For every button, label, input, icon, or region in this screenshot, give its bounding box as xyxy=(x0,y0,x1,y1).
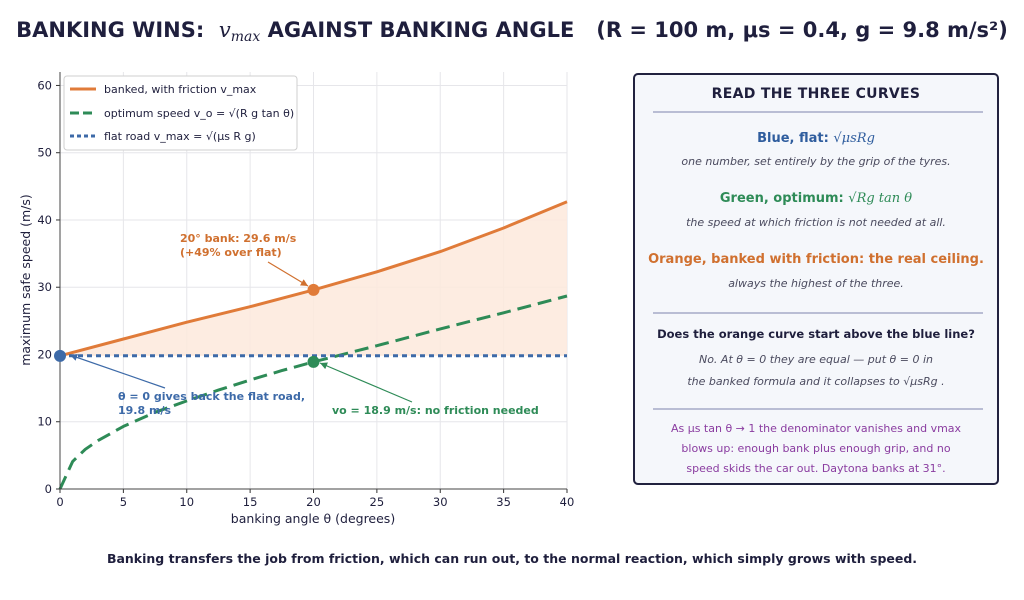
y-tick-label: 30 xyxy=(37,280,52,294)
orange-subtext: always the highest of the three. xyxy=(728,277,904,290)
blue-heading-text: Blue, flat: xyxy=(757,131,829,146)
annotation-orange: 20° bank: 29.6 m/s (+49% over flat) xyxy=(180,232,300,259)
data-marker-0 xyxy=(307,283,320,296)
x-tick-label: 5 xyxy=(120,495,127,509)
legend-label-orange: banked, with friction v_max xyxy=(104,83,257,96)
blue-heading: Blue, flat: √μsRg xyxy=(635,131,997,146)
x-tick-label: 40 xyxy=(560,495,575,509)
panel-answer-line-1: No. At θ = 0 they are equal — put θ = 0 … xyxy=(698,353,934,366)
panel-note-line-1: As μs tan θ → 1 the denominator vanishes… xyxy=(670,422,962,435)
green-subtext: the speed at which friction is not neede… xyxy=(686,216,946,229)
title-prefix: BANKING WINS: xyxy=(16,18,205,42)
annotations: 20° bank: 29.6 m/s (+49% over flat) θ = … xyxy=(69,232,539,417)
annotation-orange-line-1: 20° bank: 29.6 m/s xyxy=(180,232,297,245)
annotation-blue-line-1: θ = 0 gives back the flat road, xyxy=(118,390,305,403)
annotation-orange-line-2: (+49% over flat) xyxy=(180,246,282,259)
annotation-blue: θ = 0 gives back the flat road, 19.8 m/s xyxy=(118,390,309,417)
title-var-sub: max xyxy=(230,29,261,45)
y-tick-label: 10 xyxy=(37,415,52,429)
panel-divider-2 xyxy=(653,312,983,314)
panel-answer-line-2: the banked formula and it collapses to √… xyxy=(687,375,945,388)
data-marker-1 xyxy=(307,355,320,368)
annotation-blue-arrow xyxy=(69,353,166,389)
data-marker-2 xyxy=(54,349,66,362)
annotation-green-line-1: vo = 18.9 m/s: no friction needed xyxy=(332,404,539,417)
y-tick-label: 40 xyxy=(37,213,52,227)
green-heading-text: Green, optimum: xyxy=(719,191,844,206)
x-tick-label: 35 xyxy=(496,495,511,509)
panel-divider-3 xyxy=(653,408,983,410)
x-tick-label: 25 xyxy=(370,495,385,509)
annotation-green: vo = 18.9 m/s: no friction needed xyxy=(332,404,539,417)
x-tick-label: 15 xyxy=(243,495,258,509)
y-tick-label: 0 xyxy=(45,482,52,496)
panel-note-line-3: speed skids the car out. Daytona banks a… xyxy=(686,462,946,475)
y-tick-label: 60 xyxy=(37,78,52,92)
orange-heading: Orange, banked with friction: the real c… xyxy=(648,252,984,267)
green-formula: √Rg tan θ xyxy=(848,191,913,206)
blue-formula: √μsRg xyxy=(833,131,875,146)
x-axis-label: banking angle θ (degrees) xyxy=(231,511,395,526)
friction-gain-area xyxy=(60,201,567,356)
legend-label-blue: flat road v_max = √(μs R g) xyxy=(104,130,256,143)
legend: banked, with friction v_max optimum spee… xyxy=(63,75,298,151)
panel-question: Does the orange curve start above the bl… xyxy=(657,327,975,341)
annotation-orange-arrow xyxy=(267,261,309,287)
title-middle: AGAINST BANKING ANGLE xyxy=(267,18,575,42)
panel-note-line-2: blows up: enough bank plus enough grip, … xyxy=(681,442,951,455)
annotation-blue-line-2: 19.8 m/s xyxy=(118,404,171,417)
main-title: BANKING WINS: vmax AGAINST BANKING ANGLE… xyxy=(0,18,1024,45)
annotation-green-arrow xyxy=(319,362,413,403)
speed-chart: 0 5 10 15 20 25 30 35 40 0 10 20 30 40 50 60 20° bank: … xyxy=(18,72,574,526)
series-line-1 xyxy=(58,294,568,490)
y-axis-label: maximum safe speed (m/s) xyxy=(18,194,33,366)
explanation-panel: READ THE THREE CURVES Blue, flat: √μsRg … xyxy=(633,73,999,485)
blue-subtext: one number, set entirely by the grip of … xyxy=(681,155,951,168)
legend-box xyxy=(63,75,298,151)
panel-divider-1 xyxy=(653,111,983,113)
footer-caption: Banking transfers the job from friction,… xyxy=(106,551,918,566)
green-heading: Green, optimum: √Rg tan θ xyxy=(635,191,997,206)
y-tick-label: 50 xyxy=(37,146,52,160)
panel-title: READ THE THREE CURVES xyxy=(711,86,921,102)
title-params: (R = 100 m, μs = 0.4, g = 9.8 m/s²) xyxy=(596,18,1008,42)
x-tick-label: 0 xyxy=(56,495,63,509)
axes: 0 5 10 15 20 25 30 35 40 0 10 20 30 40 50 60 xyxy=(37,72,574,509)
x-tick-label: 10 xyxy=(179,495,194,509)
markers xyxy=(54,283,320,368)
x-tick-label: 20 xyxy=(306,495,321,509)
x-tick-label: 30 xyxy=(433,495,448,509)
title-var: v xyxy=(218,18,231,42)
y-tick-label: 20 xyxy=(37,347,52,361)
legend-label-green: optimum speed v_o = √(R g tan θ) xyxy=(104,107,294,120)
